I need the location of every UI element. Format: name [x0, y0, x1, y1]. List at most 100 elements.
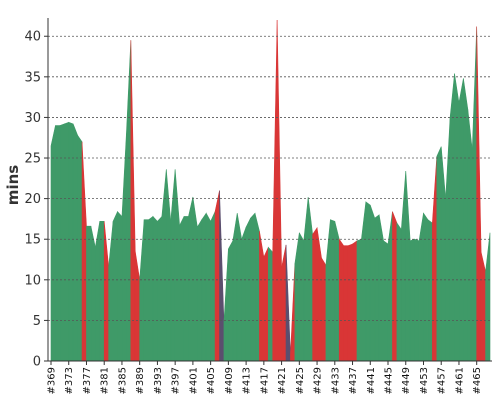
y-tick-label-20: 20	[24, 192, 41, 207]
area-segment-build-433	[330, 219, 336, 362]
area-segment-build-399	[179, 216, 185, 362]
y-tick-label-0: 0	[33, 355, 41, 370]
area-segment-build-412	[236, 213, 242, 362]
x-tick-label-build-465: #465	[472, 367, 483, 394]
area-segment-build-431	[321, 256, 327, 362]
x-tick-label-build-389: #389	[135, 367, 146, 394]
area-segment-build-418	[263, 247, 269, 362]
area-segment-build-423	[285, 244, 291, 362]
area-segment-build-435	[338, 238, 344, 362]
x-tick-label-build-405: #405	[206, 367, 217, 394]
x-tick-label-build-453: #453	[419, 367, 430, 394]
area-segment-build-397	[170, 169, 176, 362]
area-segment-build-402	[192, 196, 198, 362]
area-segment-build-457	[436, 146, 442, 362]
area-segment-build-386	[121, 133, 127, 362]
area-segment-build-371	[55, 125, 61, 362]
area-segment-build-421	[276, 19, 282, 362]
x-tick-label-build-437: #437	[348, 367, 359, 394]
area-segment-build-409	[223, 248, 229, 362]
area-segment-build-460	[449, 73, 455, 362]
x-tick-label-build-377: #377	[82, 367, 93, 394]
x-tick-label-build-441: #441	[366, 367, 377, 394]
area-segment-build-463	[463, 78, 469, 362]
area-segment-build-427	[303, 196, 309, 362]
x-tick-label-build-393: #393	[153, 367, 164, 394]
x-tick-label-build-397: #397	[171, 367, 182, 394]
area-segment-build-387	[126, 40, 132, 362]
area-segment-build-444	[378, 214, 384, 362]
x-tick-label-build-461: #461	[454, 367, 465, 394]
y-tick-label-10: 10	[24, 273, 41, 288]
y-tick-label-15: 15	[24, 233, 41, 248]
area-segment-build-458	[440, 146, 446, 362]
y-tick-labels: 0 5 10 15 20 25 30 35 40	[24, 30, 48, 370]
area-segment-build-430	[316, 227, 322, 362]
area-segment-build-432	[325, 219, 331, 362]
area-segment-build-462	[458, 78, 464, 362]
area-segment-build-467	[480, 252, 486, 362]
area-segment-build-389	[134, 251, 140, 362]
area-segment-build-378	[86, 225, 92, 362]
area-segment-build-401	[188, 196, 194, 362]
x-tick-label-build-401: #401	[188, 367, 199, 394]
area-segment-build-403	[197, 218, 203, 362]
area-segment-build-446	[387, 211, 393, 362]
x-tick-label-build-373: #373	[64, 367, 75, 394]
area-segment-build-404	[201, 212, 207, 362]
x-tick-label-build-445: #445	[384, 367, 395, 394]
x-tick-label-build-417: #417	[259, 367, 270, 394]
area-segment-build-396	[165, 169, 172, 362]
x-tick-label-build-381: #381	[100, 367, 111, 394]
y-axis-label: mins	[4, 165, 22, 205]
area-segment-build-380	[95, 221, 101, 362]
area-segment-build-406	[210, 211, 216, 362]
area-segment-build-429	[312, 226, 318, 362]
x-tick-label-build-409: #409	[224, 367, 235, 394]
area-segment-build-419	[267, 246, 274, 362]
area-segment-build-375	[72, 123, 78, 362]
area-segment-build-441	[365, 201, 371, 362]
area-segment-build-436	[343, 245, 349, 362]
area-segment-build-376	[77, 134, 83, 362]
area-segment-build-440	[361, 201, 367, 362]
x-tick-label-build-413: #413	[242, 367, 253, 394]
area-segment-build-395	[161, 169, 167, 362]
x-tick-label-build-369: #369	[47, 367, 58, 394]
area-segment-build-453	[418, 213, 424, 362]
area-segment-build-464	[467, 109, 473, 362]
x-tick-label-build-425: #425	[295, 367, 306, 394]
area-segment-build-416	[254, 213, 260, 362]
area-segment-build-381	[99, 221, 105, 362]
x-tick-label-build-457: #457	[437, 367, 448, 394]
area-segment-build-382	[103, 221, 109, 362]
area-segment-build-391	[143, 219, 149, 362]
x-tick-label-build-449: #449	[401, 367, 412, 394]
area-segment-build-400	[183, 216, 189, 362]
area-segment-build-428	[307, 196, 313, 362]
area-segment-build-424	[290, 263, 296, 362]
area-segment-build-392	[148, 215, 154, 362]
area-segment-build-445	[383, 240, 389, 362]
area-segment-build-417	[259, 231, 265, 362]
area-segment-build-385	[117, 210, 123, 362]
y-tick-label-25: 25	[24, 152, 41, 167]
area-segment-build-405	[205, 213, 211, 362]
area-segment-build-390	[139, 219, 145, 362]
area-segment-build-438	[352, 240, 358, 362]
area-segment-build-372	[59, 123, 65, 362]
area-segment-build-408	[219, 190, 225, 362]
area-segment-build-393	[152, 215, 158, 362]
area-segment-build-398	[174, 169, 180, 362]
x-tick-labels: #369 #373 #377 #381 #385 #389 #393 #397 #401 #405…	[47, 361, 483, 394]
area-segment-build-449	[401, 170, 407, 362]
x-tick-label-build-385: #385	[117, 367, 128, 394]
x-tick-label-build-421: #421	[277, 367, 288, 394]
area-segment-build-420	[272, 19, 278, 362]
area-segment-build-388	[130, 40, 136, 362]
area-segment-build-451	[409, 238, 415, 362]
area-segment-build-383	[108, 221, 114, 362]
area-segment-build-379	[90, 226, 96, 362]
area-segment-build-447	[392, 211, 398, 362]
